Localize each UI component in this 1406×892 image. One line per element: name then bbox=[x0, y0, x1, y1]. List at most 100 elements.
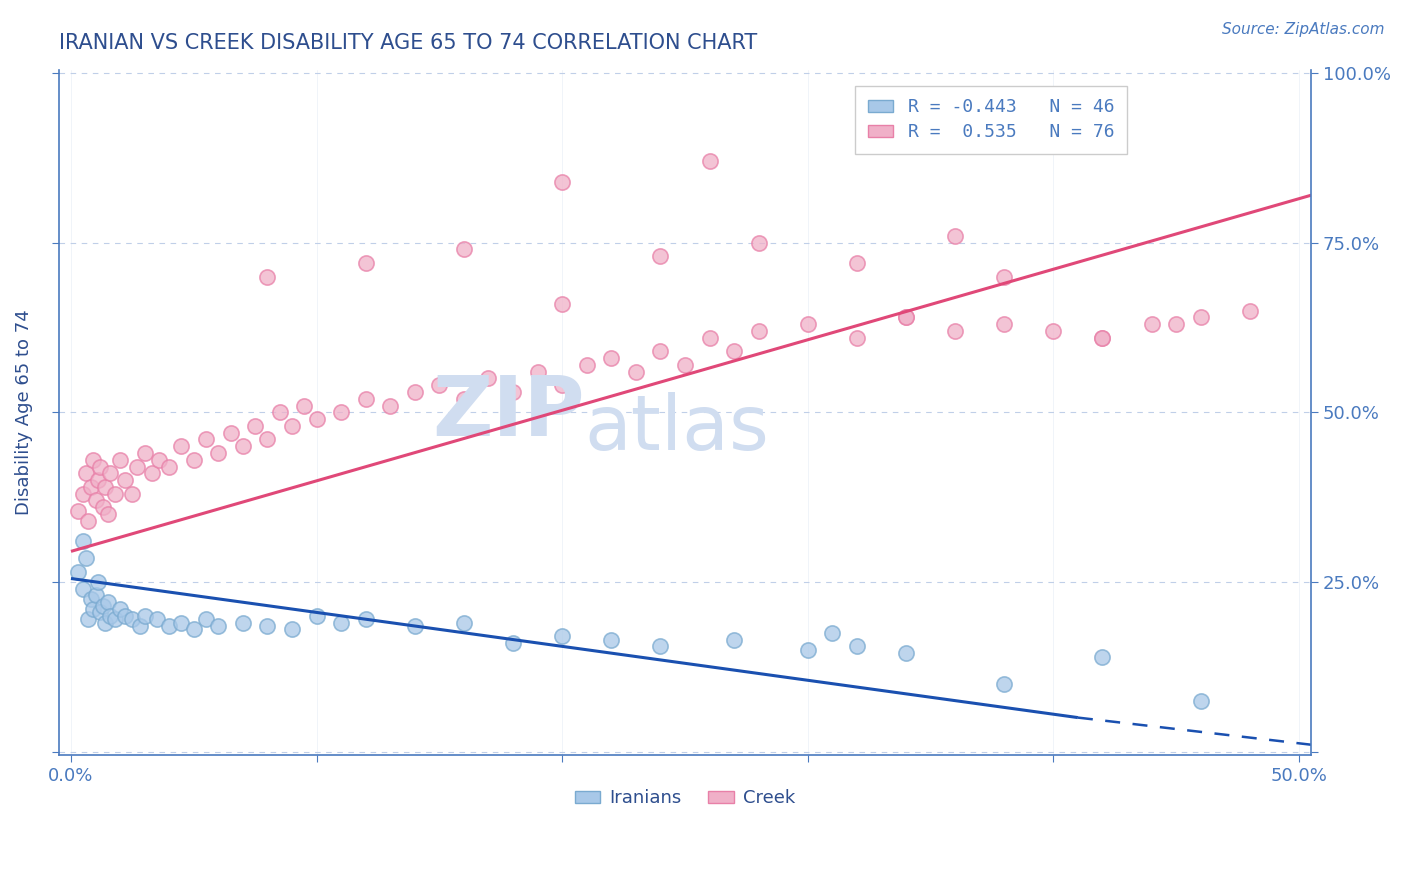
Point bbox=[207, 446, 229, 460]
Point bbox=[134, 446, 156, 460]
Point bbox=[207, 619, 229, 633]
Point bbox=[1239, 303, 1261, 318]
Point bbox=[97, 595, 120, 609]
Point bbox=[404, 619, 426, 633]
Point bbox=[551, 175, 574, 189]
Point bbox=[477, 371, 499, 385]
Point bbox=[650, 640, 672, 654]
Legend: Iranians, Creek: Iranians, Creek bbox=[568, 782, 803, 814]
Point bbox=[821, 625, 844, 640]
Point bbox=[170, 439, 193, 453]
Point bbox=[723, 632, 745, 647]
Point bbox=[91, 599, 114, 613]
Point bbox=[77, 514, 100, 528]
Point bbox=[219, 425, 242, 440]
Point bbox=[104, 486, 127, 500]
Point bbox=[305, 608, 328, 623]
Point bbox=[292, 399, 315, 413]
Point bbox=[748, 235, 770, 250]
Point bbox=[1189, 693, 1212, 707]
Point bbox=[1091, 331, 1114, 345]
Point bbox=[195, 612, 218, 626]
Point bbox=[269, 405, 291, 419]
Point bbox=[453, 392, 475, 406]
Point bbox=[232, 439, 254, 453]
Point bbox=[108, 602, 131, 616]
Point bbox=[281, 623, 304, 637]
Point bbox=[453, 615, 475, 630]
Point bbox=[146, 612, 169, 626]
Text: atlas: atlas bbox=[585, 392, 769, 467]
Point bbox=[77, 612, 100, 626]
Point bbox=[354, 392, 377, 406]
Point bbox=[183, 452, 205, 467]
Point bbox=[183, 623, 205, 637]
Point bbox=[943, 228, 966, 243]
Point bbox=[551, 629, 574, 643]
Point bbox=[993, 269, 1015, 284]
Point bbox=[845, 331, 868, 345]
Point bbox=[600, 632, 623, 647]
Point bbox=[748, 324, 770, 338]
Point bbox=[232, 615, 254, 630]
Point bbox=[650, 344, 672, 359]
Point bbox=[600, 351, 623, 365]
Point bbox=[796, 317, 818, 331]
Point bbox=[894, 310, 917, 325]
Point bbox=[993, 676, 1015, 690]
Point bbox=[72, 534, 94, 549]
Point bbox=[157, 459, 180, 474]
Point bbox=[699, 331, 721, 345]
Point bbox=[993, 317, 1015, 331]
Point bbox=[94, 615, 117, 630]
Point bbox=[97, 507, 120, 521]
Point bbox=[796, 642, 818, 657]
Point bbox=[114, 473, 136, 487]
Point bbox=[453, 243, 475, 257]
Point bbox=[104, 612, 127, 626]
Point bbox=[404, 384, 426, 399]
Point bbox=[526, 365, 548, 379]
Point bbox=[427, 378, 450, 392]
Point bbox=[72, 486, 94, 500]
Point bbox=[1140, 317, 1163, 331]
Point bbox=[943, 324, 966, 338]
Point bbox=[330, 615, 353, 630]
Point bbox=[121, 612, 143, 626]
Point bbox=[121, 486, 143, 500]
Point bbox=[256, 269, 278, 284]
Point bbox=[148, 452, 170, 467]
Point bbox=[79, 591, 101, 606]
Point bbox=[673, 358, 696, 372]
Point bbox=[354, 612, 377, 626]
Point bbox=[87, 574, 110, 589]
Point bbox=[108, 452, 131, 467]
Point bbox=[128, 619, 150, 633]
Point bbox=[84, 589, 107, 603]
Point bbox=[98, 608, 121, 623]
Point bbox=[551, 297, 574, 311]
Point bbox=[82, 452, 104, 467]
Point bbox=[89, 459, 111, 474]
Point bbox=[134, 608, 156, 623]
Point bbox=[243, 418, 266, 433]
Point bbox=[91, 500, 114, 515]
Point bbox=[1042, 324, 1064, 338]
Point bbox=[98, 467, 121, 481]
Point bbox=[723, 344, 745, 359]
Point bbox=[127, 459, 149, 474]
Point bbox=[157, 619, 180, 633]
Text: IRANIAN VS CREEK DISABILITY AGE 65 TO 74 CORRELATION CHART: IRANIAN VS CREEK DISABILITY AGE 65 TO 74… bbox=[59, 33, 756, 53]
Point bbox=[84, 493, 107, 508]
Point bbox=[845, 640, 868, 654]
Point bbox=[650, 249, 672, 263]
Point bbox=[1091, 649, 1114, 664]
Point bbox=[1189, 310, 1212, 325]
Point bbox=[87, 473, 110, 487]
Point bbox=[89, 606, 111, 620]
Point bbox=[1091, 331, 1114, 345]
Point bbox=[330, 405, 353, 419]
Point bbox=[170, 615, 193, 630]
Point bbox=[75, 551, 97, 566]
Point bbox=[141, 467, 163, 481]
